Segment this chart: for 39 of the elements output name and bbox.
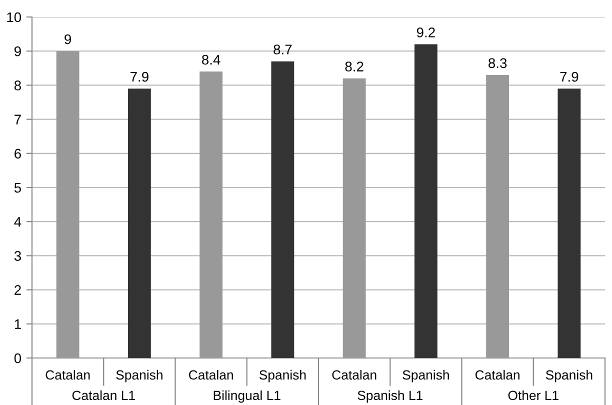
- data-label: 8.4: [202, 54, 220, 65]
- x-tick-label: Other L1: [508, 390, 558, 400]
- y-tick-label: 0: [14, 353, 22, 364]
- x-tick-label: Catalan L1: [72, 390, 135, 400]
- bar: [558, 88, 581, 358]
- y-tick-label: 10: [7, 12, 22, 22]
- bar: [128, 88, 151, 358]
- bar: [200, 72, 223, 358]
- y-tick-label: 9: [14, 46, 21, 56]
- text: Catalan: [475, 370, 520, 380]
- bar: [486, 74, 510, 358]
- x-tick-label: Bilingual L1: [214, 390, 280, 403]
- text: Spanish: [402, 370, 449, 382]
- series-label: Spanish: [546, 370, 592, 382]
- y-tick-label: 1: [14, 319, 21, 329]
- data-label: 8.7: [274, 44, 292, 54]
- text: Catalan: [332, 370, 376, 380]
- y-tick-label: 6: [14, 148, 21, 159]
- bar: [414, 44, 438, 358]
- y-tick-label: 5: [14, 182, 21, 193]
- text: Spanish: [116, 370, 162, 382]
- bar: [342, 78, 366, 358]
- y-tick-label: 3: [14, 251, 21, 261]
- x-tick-label: Spanish L1: [358, 390, 422, 403]
- text: Catalan: [46, 370, 90, 380]
- series-label: Catalan: [188, 370, 233, 380]
- data-label: 8.3: [488, 58, 507, 68]
- data-label: 9: [64, 34, 72, 44]
- data-label: 9.2: [416, 28, 435, 38]
- data-label: 8.2: [345, 62, 364, 72]
- data-label: 7.9: [560, 72, 578, 82]
- y-tick-label: 7: [14, 114, 21, 124]
- y-tick-label: 4: [14, 217, 22, 227]
- bar: [271, 61, 294, 358]
- bar: [56, 51, 80, 358]
- y-tick-label: 2: [14, 285, 21, 295]
- data-label: 7.9: [130, 72, 148, 82]
- text: Spanish: [259, 370, 306, 382]
- y-tick-label: 8: [14, 80, 21, 90]
